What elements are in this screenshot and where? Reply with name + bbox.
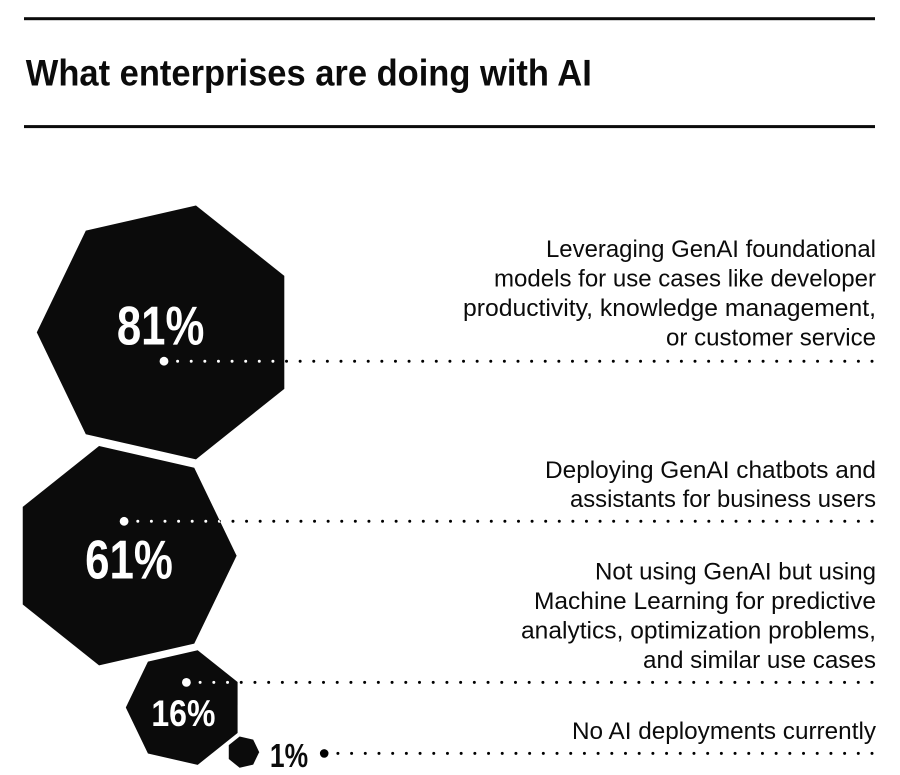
svg-text:productivity, knowledge manage: productivity, knowledge management, [463, 295, 876, 322]
svg-text:models for use cases like deve: models for use cases like developer [494, 266, 876, 293]
svg-text:No AI deployments currently: No AI deployments currently [572, 718, 876, 745]
svg-text:Deploying GenAI chatbots and: Deploying GenAI chatbots and [545, 457, 876, 484]
svg-text:assistants for business users: assistants for business users [570, 486, 876, 513]
svg-text:or customer service: or customer service [666, 324, 876, 351]
svg-text:61%: 61% [85, 530, 173, 591]
svg-text:analytics, optimization proble: analytics, optimization problems, [521, 618, 876, 645]
svg-text:and similar use cases: and similar use cases [643, 647, 876, 674]
svg-text:What enterprises are doing wit: What enterprises are doing with AI [26, 53, 592, 94]
svg-text:1%: 1% [270, 737, 308, 774]
svg-text:16%: 16% [151, 693, 215, 734]
svg-text:Not using GenAI but using: Not using GenAI but using [595, 559, 876, 586]
svg-text:Leveraging GenAI foundational: Leveraging GenAI foundational [546, 236, 876, 263]
svg-text:Machine Learning for predictiv: Machine Learning for predictive [534, 588, 876, 615]
svg-text:81%: 81% [117, 295, 205, 356]
